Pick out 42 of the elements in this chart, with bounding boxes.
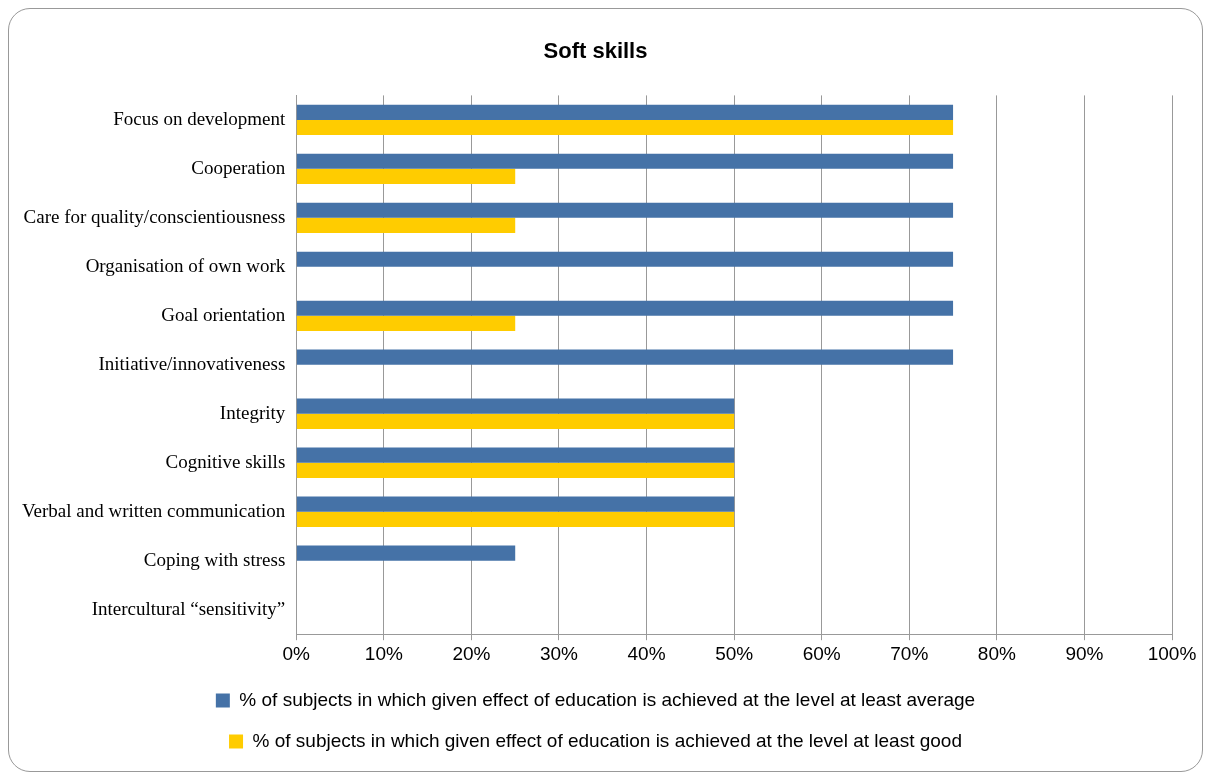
- bar: [296, 251, 954, 267]
- x-tick-label: 50%: [715, 642, 754, 664]
- y-tick-label: Focus on development: [113, 107, 286, 129]
- bar: [296, 202, 954, 218]
- bar: [296, 168, 516, 185]
- bar: [296, 413, 735, 429]
- bar: [296, 496, 735, 512]
- x-tick-label: 100%: [1147, 642, 1197, 664]
- x-tick-label: 20%: [452, 642, 491, 664]
- chart-title: Soft skills: [543, 38, 648, 64]
- legend-label: % of subjects in which given effect of education is achieved at the level at least good: [252, 729, 962, 751]
- bar: [296, 153, 954, 169]
- y-tick-label: Intercultural “sensitivity”: [91, 597, 286, 619]
- y-tick-label: Integrity: [219, 401, 286, 423]
- bar: [296, 300, 954, 316]
- bar: [296, 119, 954, 136]
- x-tick-label: 80%: [977, 642, 1016, 664]
- y-tick-label: Cooperation: [191, 156, 286, 178]
- x-tick-label: 10%: [364, 642, 403, 664]
- bar: [296, 217, 516, 234]
- bar: [296, 315, 516, 331]
- x-tick-label: 40%: [627, 642, 666, 664]
- x-tick-label: 30%: [539, 642, 579, 664]
- x-tick-label: 70%: [890, 642, 929, 664]
- x-tick-label: 0%: [282, 642, 311, 664]
- x-tick-label: 90%: [1065, 642, 1104, 664]
- bar: [296, 462, 735, 478]
- y-tick-label: Cognitive skills: [165, 450, 286, 472]
- legend-label: % of subjects in which given effect of education is achieved at the level at least average: [239, 688, 976, 710]
- y-tick-label: Coping with stress: [143, 548, 286, 570]
- y-tick-label: Organisation of own work: [85, 254, 286, 276]
- x-tick-label: 60%: [802, 642, 841, 664]
- bar: [296, 398, 735, 414]
- bar: [296, 349, 954, 365]
- y-tick-label: Verbal and written communication: [21, 499, 286, 521]
- y-tick-label: Care for quality/conscientiousness: [23, 205, 286, 227]
- bar: [296, 447, 735, 463]
- bar: [296, 511, 735, 527]
- y-tick-label: Initiative/innovativeness: [98, 352, 286, 374]
- y-tick-label: Goal orientation: [161, 303, 286, 325]
- bar: [296, 545, 516, 561]
- bar: [296, 104, 954, 120]
